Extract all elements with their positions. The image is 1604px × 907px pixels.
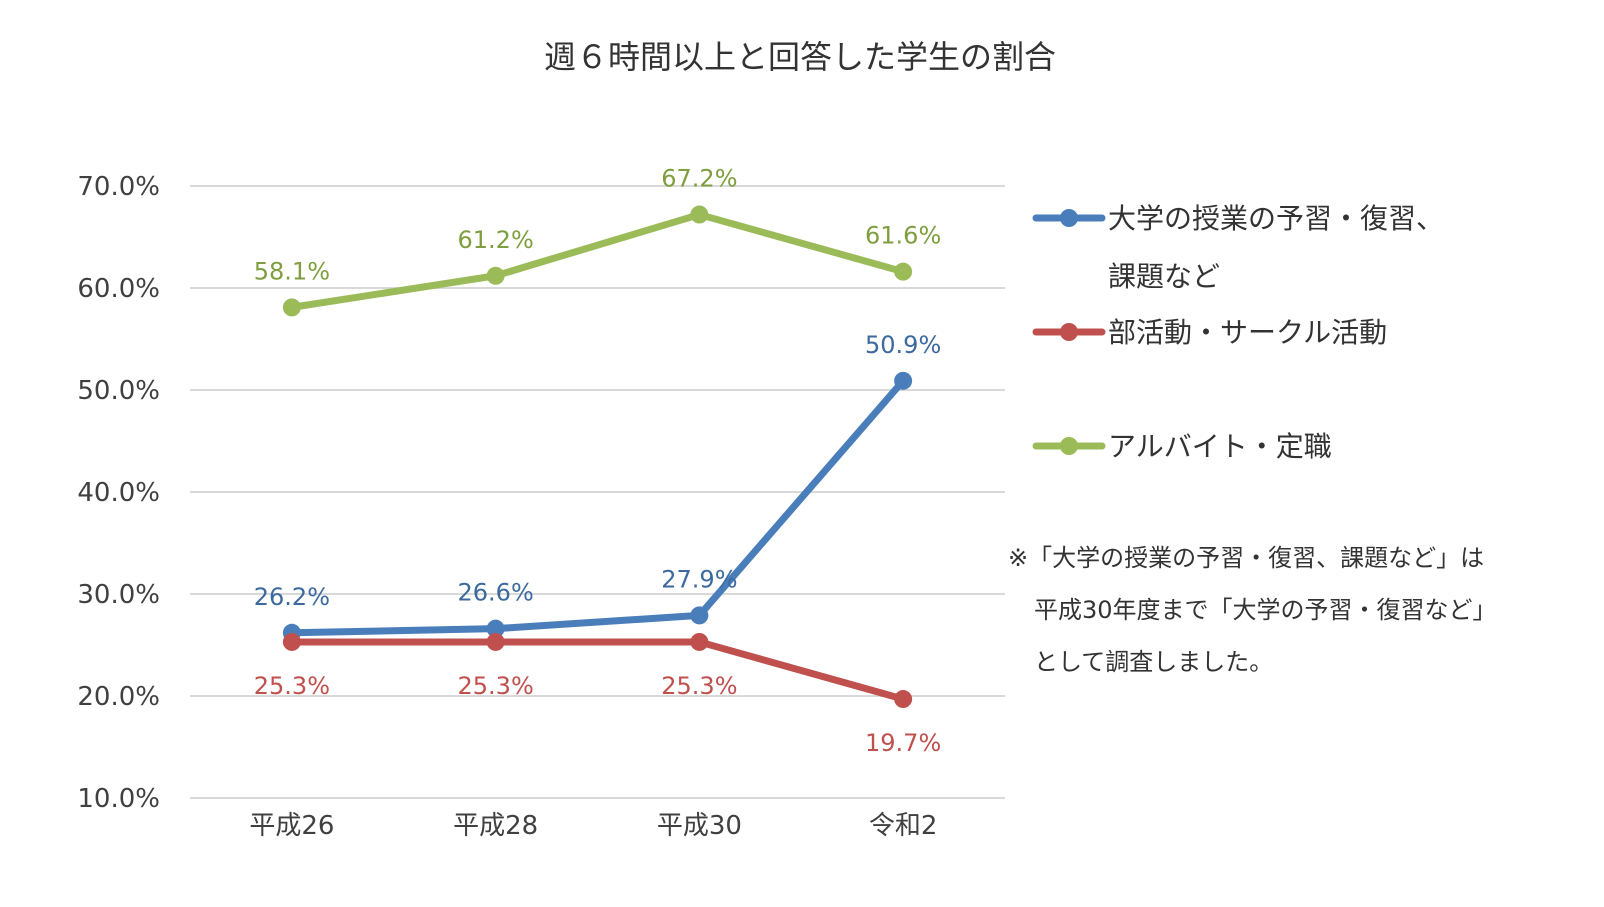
legend-swatch-marker: [1060, 323, 1078, 341]
data-point: [690, 632, 709, 651]
data-point: [282, 298, 301, 317]
data-label: 61.6%: [865, 222, 941, 250]
data-label: 50.9%: [865, 331, 941, 359]
x-category-label: 令和2: [869, 811, 938, 841]
y-tick-label: 50.0%: [77, 376, 160, 406]
legend-item: アルバイト・定職: [1032, 430, 1332, 463]
series-line: [288, 638, 907, 703]
data-label: 26.2%: [254, 583, 330, 611]
series: [282, 205, 913, 709]
y-tick-label: 60.0%: [77, 274, 160, 304]
y-tick-label: 30.0%: [77, 580, 160, 610]
data-point: [894, 690, 913, 709]
data-label: 61.2%: [458, 226, 534, 254]
data-label: 27.9%: [661, 565, 737, 593]
data-point: [690, 205, 709, 224]
data-point: [690, 606, 709, 625]
data-label: 25.3%: [254, 672, 330, 700]
legend-label: 部活動・サークル活動: [1108, 316, 1387, 349]
data-labels: 26.2% 26.6% 27.9% 50.9% 25.3% 25.3% 25.3% 19.7%…: [254, 165, 942, 758]
data-label: 58.1%: [254, 257, 330, 285]
legend-item: 大学の授業の予習・復習、課題など: [1032, 202, 1444, 293]
y-tick-label: 20.0%: [77, 682, 160, 712]
footnote-line: ※「大学の授業の予習・復習、課題など」は: [1008, 544, 1484, 572]
data-point: [894, 262, 913, 281]
data-label: 19.7%: [865, 729, 941, 757]
y-tick-label: 40.0%: [77, 478, 160, 508]
gridlines: [190, 185, 1005, 799]
footnote-line: として調査しました。: [1034, 648, 1273, 676]
data-point: [282, 632, 301, 651]
x-axis-categories: 平成26 平成28 平成30 令和2: [249, 811, 937, 841]
data-point: [486, 266, 505, 285]
x-category-label: 平成30: [657, 811, 742, 841]
y-axis-ticks: 70.0% 60.0% 50.0% 40.0% 30.0% 20.0% 10.0%: [77, 172, 160, 814]
data-label: 25.3%: [458, 672, 534, 700]
data-label: 25.3%: [661, 672, 737, 700]
series-line: [288, 211, 907, 311]
data-point: [486, 619, 505, 638]
chart-title: 週６時間以上と回答した学生の割合: [544, 38, 1056, 76]
data-point: [894, 371, 913, 390]
legend-swatch-marker: [1060, 437, 1078, 455]
y-tick-label: 10.0%: [77, 784, 160, 814]
series-line: [288, 377, 907, 637]
legend-item: 部活動・サークル活動: [1032, 316, 1387, 349]
legend-swatch-marker: [1060, 209, 1078, 227]
legend-label: 大学の授業の予習・復習、: [1108, 202, 1444, 235]
x-category-label: 平成28: [453, 811, 538, 841]
data-label: 26.6%: [458, 579, 534, 607]
data-label: 67.2%: [661, 165, 737, 193]
legend-label: 課題など: [1108, 260, 1220, 293]
y-tick-label: 70.0%: [77, 172, 160, 202]
footnote-line: 平成30年度まで「大学の予習・復習など」: [1034, 596, 1497, 624]
legend-label: アルバイト・定職: [1108, 430, 1332, 463]
data-point: [486, 632, 505, 651]
x-category-label: 平成26: [249, 811, 334, 841]
footnote: ※「大学の授業の予習・復習、課題など」は平成30年度まで「大学の予習・復習など」…: [1008, 544, 1497, 676]
